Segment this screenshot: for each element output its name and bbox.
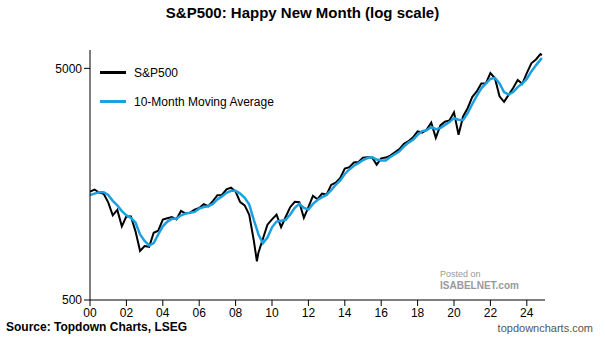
html-text:S&P500: S&P500 bbox=[134, 65, 178, 80]
svg-text:02: 02 bbox=[120, 306, 134, 320]
svg-text:14: 14 bbox=[338, 306, 352, 320]
svg-text:18: 18 bbox=[411, 306, 425, 320]
svg-text:5000: 5000 bbox=[55, 62, 82, 76]
svg-text:500: 500 bbox=[62, 293, 82, 307]
html-text:Posted on: Posted on bbox=[440, 269, 481, 279]
svg-text:16: 16 bbox=[375, 306, 389, 320]
html-text:ISABELNET.com: ISABELNET.com bbox=[440, 280, 519, 291]
svg-text:04: 04 bbox=[156, 306, 170, 320]
svg-text:20: 20 bbox=[447, 306, 461, 320]
html-text:topdowncharts.com: topdowncharts.com bbox=[497, 322, 593, 334]
svg-text:12: 12 bbox=[302, 306, 316, 320]
svg-text:10: 10 bbox=[265, 306, 279, 320]
svg-text:24: 24 bbox=[520, 306, 534, 320]
html-text:10-Month Moving Average: 10-Month Moving Average bbox=[134, 94, 274, 109]
svg-text:08: 08 bbox=[229, 306, 243, 320]
html-text:Source: Topdown Charts, LSEG: Source: Topdown Charts, LSEG bbox=[6, 320, 188, 334]
svg-text:22: 22 bbox=[484, 306, 498, 320]
svg-text:00: 00 bbox=[83, 306, 97, 320]
html-text:S&P500: Happy New Month (log s: S&P500: Happy New Month (log scale) bbox=[165, 4, 440, 21]
svg-text:06: 06 bbox=[193, 306, 207, 320]
